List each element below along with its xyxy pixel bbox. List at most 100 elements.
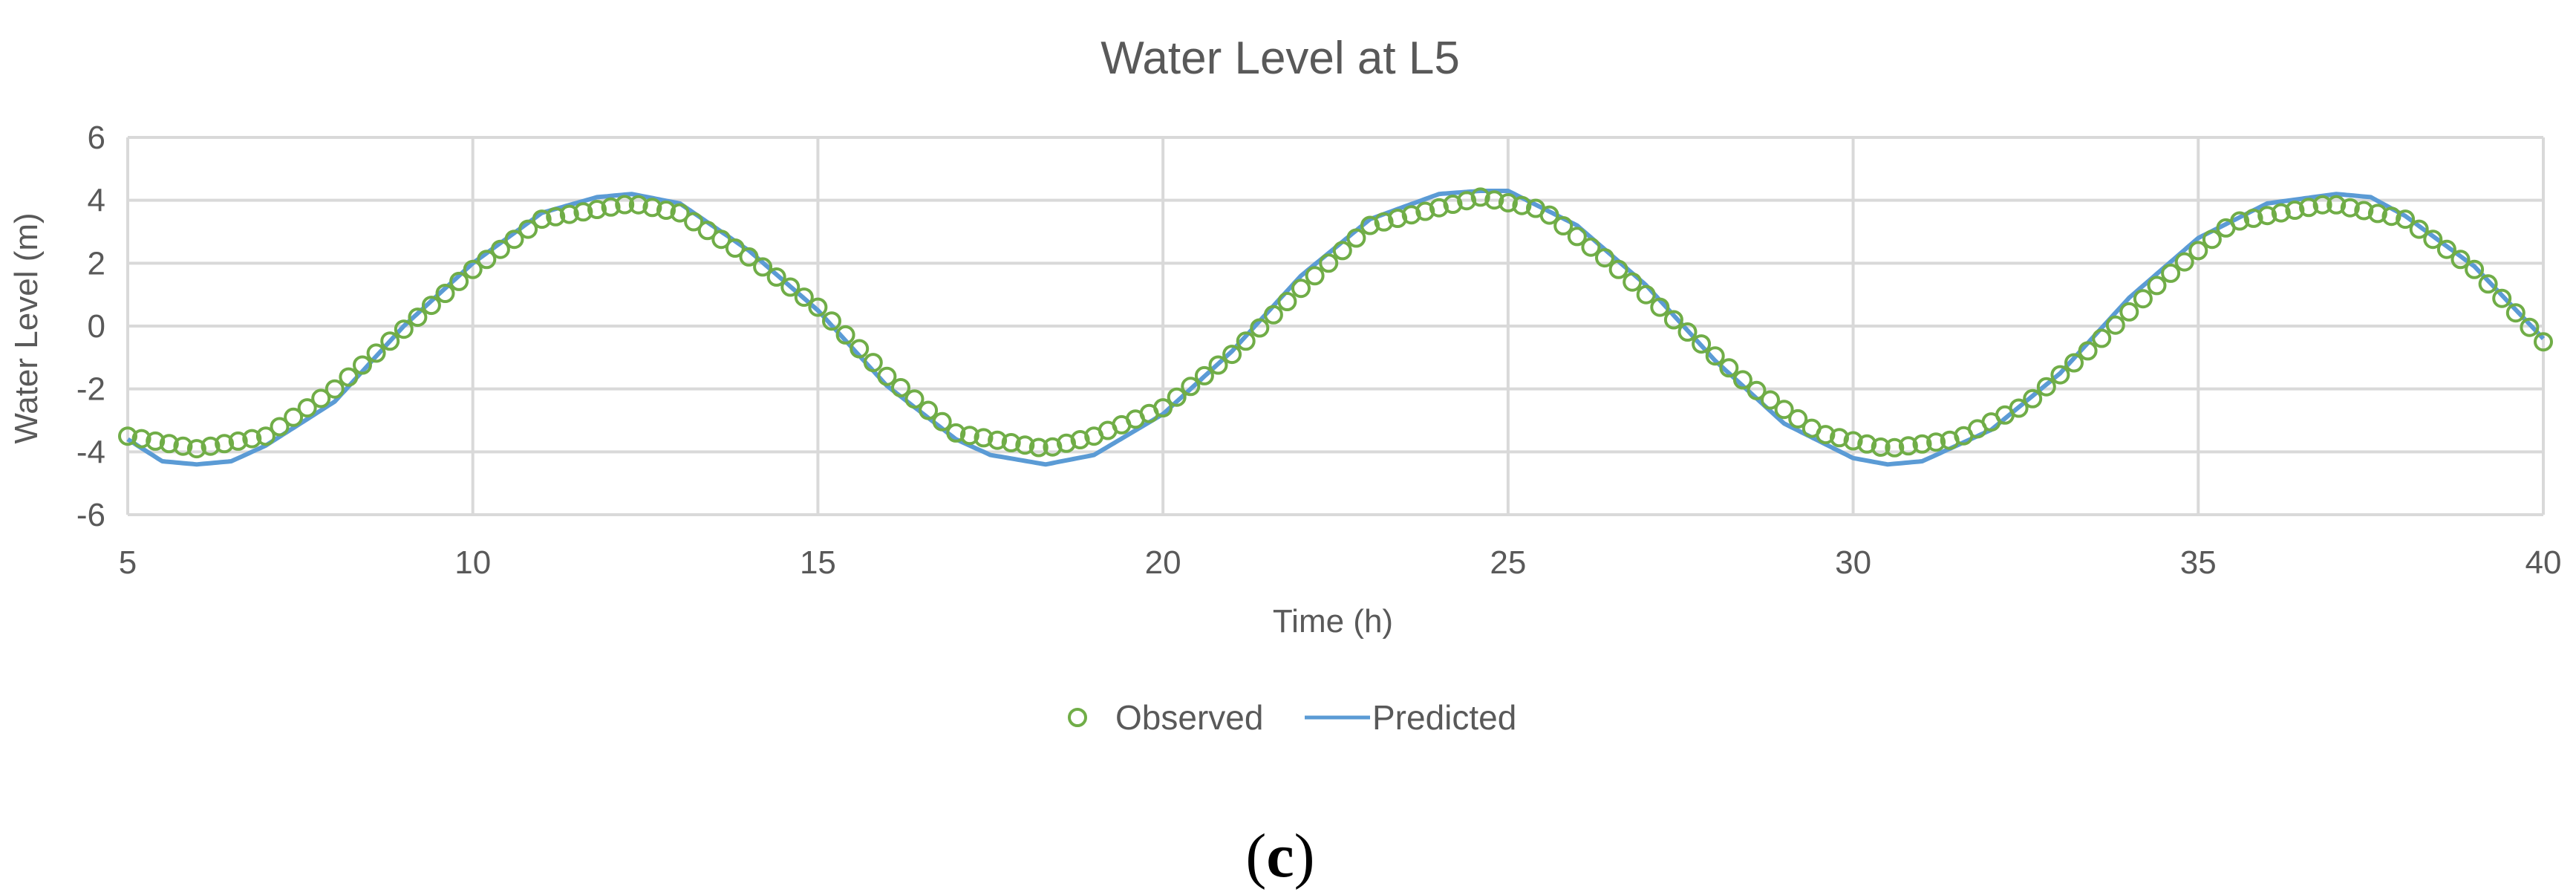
legend-observed-marker [1068,708,1087,727]
observed-point [1001,433,1021,452]
observed-point [1346,228,1366,248]
observed-point [1374,212,1394,232]
observed-point [2119,302,2139,322]
observed-point [1912,434,1932,454]
observed-point [1608,259,1628,279]
observed-point [1457,191,1477,211]
predicted-line [126,189,2546,467]
observed-point [173,436,193,456]
observed-point [711,230,731,250]
x-tick-label: 15 [800,544,836,581]
observed-point [684,212,704,232]
observed-point [656,201,676,220]
observed-point [2423,230,2443,250]
observed-point [1843,431,1863,451]
observed-point [2465,259,2485,279]
observed-point [628,195,648,215]
observed-point [822,311,841,331]
observed-point [1926,432,1946,452]
observed-point [1636,284,1656,305]
x-tick-label: 40 [2526,544,2562,581]
observed-point [2340,198,2360,218]
observed-point [1512,195,1532,215]
observed-point [1388,209,1408,228]
observed-point [2492,288,2512,308]
observed-point [1015,435,1035,455]
x-tick-label: 20 [1145,544,1181,581]
caption-open-paren: ( [1245,821,1266,891]
observed-point [242,429,262,449]
observed-point [1470,187,1490,207]
observed-point [932,411,952,432]
observed-point [2133,289,2153,309]
observed-point [2243,208,2263,228]
observed-point [2188,241,2208,261]
observed-point [615,195,635,215]
x-tick-label: 5 [119,544,137,581]
observed-point [891,378,910,397]
observed-point [1429,198,1449,218]
observed-point [2534,332,2553,352]
observed-point [904,389,925,409]
observed-point [2409,219,2429,239]
figure-caption: (c) [1245,821,1314,891]
observed-point [1774,400,1794,420]
observed-point [573,202,593,222]
observed-point [1747,380,1767,400]
observed-point [1236,331,1256,351]
observed-point [1595,248,1614,268]
y-tick-label: 0 [88,308,105,345]
observed-point [988,430,1008,450]
observed-point [532,209,552,230]
observed-point [2367,204,2387,224]
observed-point [2023,388,2043,409]
observed-point [1732,370,1752,390]
observed-point [2478,274,2498,294]
observed-point [2147,276,2167,296]
observed-point [228,431,248,451]
observed-point [435,284,455,303]
observed-point [1816,425,1836,445]
observed-point [339,367,359,387]
y-tick-label: -4 [76,434,105,470]
observed-point [2161,263,2181,283]
y-axis-title: Water Level (m) [8,212,45,443]
y-tick-label: -6 [76,497,105,533]
observed-point [1705,346,1725,366]
observed-point [835,325,855,345]
observed-point [2299,198,2318,218]
observed-point [518,219,538,239]
grid [126,136,2545,516]
y-tick-labels: 6 4 2 0 -2 -4 -6 [76,120,105,533]
observed-point [408,307,428,328]
observed-point [1443,195,1463,214]
observed-point [1181,377,1201,397]
observed-point [1553,216,1574,235]
observed-point [2092,328,2112,348]
observed-point [794,287,814,307]
observed-point [739,247,759,267]
observed-point [1830,428,1849,448]
x-tick-labels: 5 10 15 20 25 30 35 40 [119,544,2562,581]
y-tick-label: -2 [76,371,105,408]
observed-point [2105,315,2125,335]
observed-point [490,239,510,259]
observed-point [1070,430,1090,449]
observed-point [1567,227,1587,247]
observed-point [1319,253,1339,273]
x-axis-title: Time (h) [1273,603,1393,639]
observed-point [2451,250,2471,270]
observed-point [1305,266,1325,286]
observed-point [477,250,497,270]
observed-point [2354,201,2374,221]
observed-point [642,198,662,218]
observed-point [186,439,206,459]
observed-point [200,436,221,456]
caption-letter: c [1266,821,1294,891]
legend-predicted-label: Predicted [1372,698,1516,737]
observed-point [946,423,966,443]
observed-point [587,200,607,219]
x-tick-label: 10 [454,544,491,581]
x-tick-label: 25 [1490,544,1526,581]
